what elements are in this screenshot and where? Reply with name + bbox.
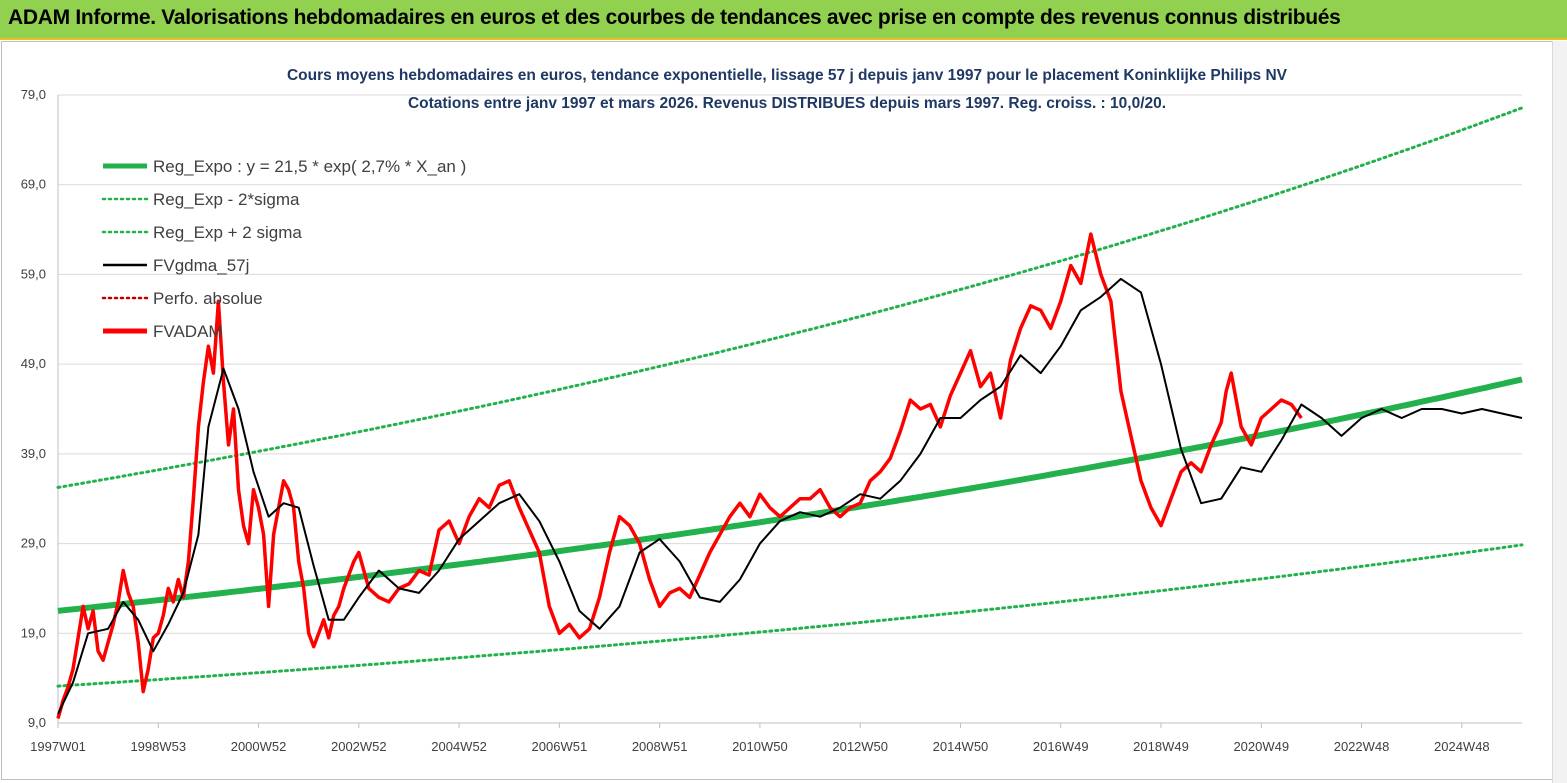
- x-tick-label: 2012W50: [832, 739, 888, 754]
- chart-frame: [1, 41, 1564, 780]
- x-tick-label: 2016W49: [1033, 739, 1089, 754]
- banner-title: ADAM Informe. Valorisations hebdomadaire…: [8, 6, 1341, 29]
- x-tick-label: 2004W52: [431, 739, 487, 754]
- x-tick-label: 2002W52: [331, 739, 387, 754]
- x-tick-label: 1997W01: [30, 739, 86, 754]
- y-tick-label: 9,0: [28, 715, 46, 730]
- chart-title: Cours moyens hebdomadaires en euros, ten…: [287, 67, 1288, 84]
- series-fvgdma-57j: [57, 277, 1523, 715]
- legend-label: Reg_Exp + 2 sigma: [153, 223, 302, 242]
- series-reg-exp-minus-2sigma: [56, 543, 1524, 688]
- legend: Reg_Expo : y = 21,5 * exp( 2,7% * X_an )…: [101, 157, 466, 341]
- legend-label: Reg_Expo : y = 21,5 * exp( 2,7% * X_an ): [153, 157, 466, 176]
- y-tick-label: 69,0: [21, 177, 46, 192]
- window-edge: [1552, 41, 1567, 783]
- x-tick-label: 2018W49: [1133, 739, 1189, 754]
- banner: ADAM Informe. Valorisations hebdomadaire…: [0, 0, 1567, 40]
- x-tick-label: 2022W48: [1334, 739, 1390, 754]
- y-tick-label: 29,0: [21, 536, 46, 551]
- gridlines: [57, 94, 1522, 724]
- legend-label: FVADAM: [153, 322, 223, 341]
- x-tick-label: 2008W51: [632, 739, 688, 754]
- y-tick-label: 39,0: [21, 446, 46, 461]
- series-fvadam: [56, 232, 1303, 719]
- x-tick-label: 2010W50: [732, 739, 788, 754]
- x-tick-label: 2000W52: [231, 739, 287, 754]
- legend-label: FVgdma_57j: [153, 256, 249, 275]
- x-tick-label: 2024W48: [1434, 739, 1490, 754]
- legend-label: Reg_Exp - 2*sigma: [153, 190, 300, 209]
- y-axis: 79,0 69,0 59,0 49,0 39,0 29,0 19,0 9,0: [21, 87, 46, 730]
- y-tick-label: 19,0: [21, 625, 46, 640]
- y-tick-label: 59,0: [21, 266, 46, 281]
- series-reg-expo: [57, 376, 1523, 614]
- chart-subtitle: Cotations entre janv 1997 et mars 2026. …: [408, 95, 1166, 112]
- plot-area: [56, 106, 1524, 719]
- x-axis: 1997W01 1998W53 2000W52 2002W52 2004W52 2006W…: [30, 723, 1490, 754]
- series-reg-exp-plus-2sigma: [56, 106, 1524, 489]
- y-tick-label: 79,0: [21, 87, 46, 102]
- x-tick-label: 1998W53: [130, 739, 186, 754]
- x-tick-label: 2014W50: [933, 739, 989, 754]
- x-tick-label: 2020W49: [1233, 739, 1289, 754]
- x-tick-label: 2006W51: [532, 739, 588, 754]
- y-tick-label: 49,0: [21, 356, 46, 371]
- legend-label: Perfo. absolue: [153, 289, 263, 308]
